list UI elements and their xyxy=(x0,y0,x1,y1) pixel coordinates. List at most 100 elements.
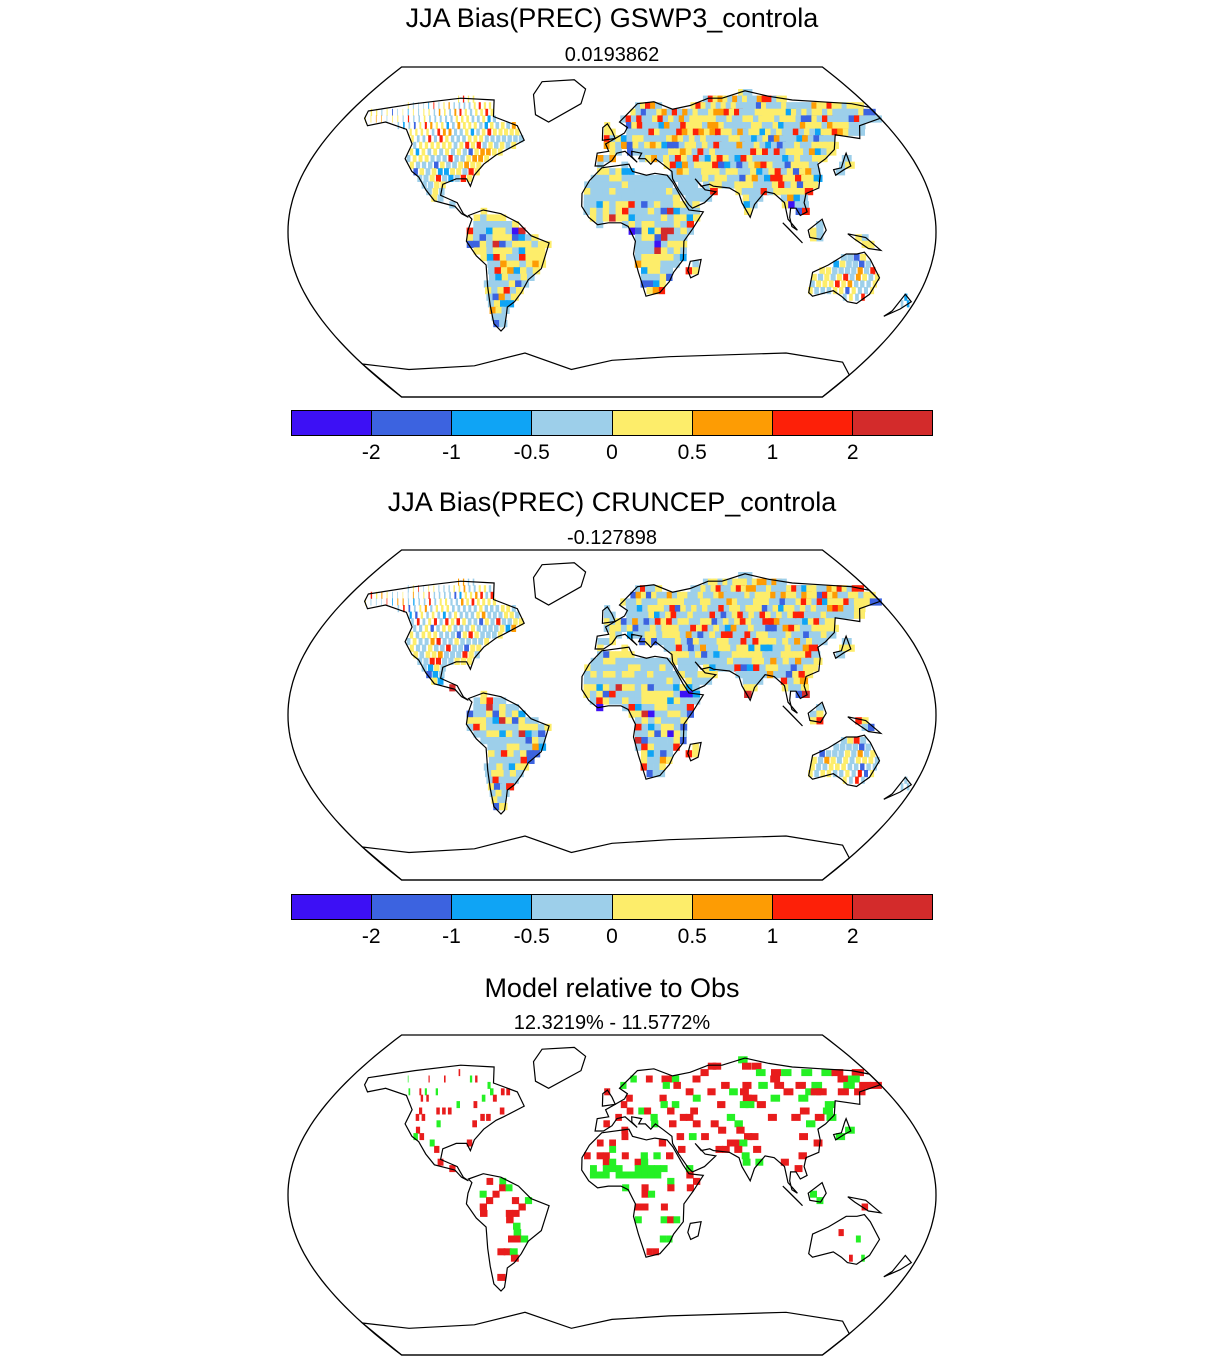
map-grid-cell xyxy=(433,591,436,599)
map-grid-cell xyxy=(426,1094,429,1102)
map-grid-cell xyxy=(695,102,704,110)
map-grid-cell xyxy=(734,618,743,626)
map-grid-cell xyxy=(709,664,718,672)
map-grid-cell xyxy=(728,155,737,163)
map-grid-cell xyxy=(525,260,534,268)
map-grid-cell xyxy=(756,651,765,659)
map-grid-cell xyxy=(408,122,411,130)
map-grid-cell xyxy=(423,115,426,123)
map-grid-cell xyxy=(615,690,623,698)
map-grid-cell xyxy=(428,1075,430,1083)
map-grid-cell xyxy=(634,697,642,705)
map-grid-cell xyxy=(657,155,665,163)
map-grid-cell xyxy=(672,194,681,202)
coastline-namerica xyxy=(363,580,525,701)
map-grid-cell xyxy=(807,618,818,626)
map-grid-cell xyxy=(790,161,800,169)
map-grid-cell xyxy=(651,108,658,116)
map-grid-cell xyxy=(520,1235,529,1243)
map-grid-cell xyxy=(615,684,623,692)
map-grid-cell xyxy=(604,128,611,136)
map-grid-cell xyxy=(493,737,501,745)
map-grid-cell xyxy=(509,287,518,295)
map-grid-cell xyxy=(660,207,668,215)
map-grid-cell xyxy=(667,730,675,738)
map-grid-cell xyxy=(724,624,734,632)
map-grid-cell xyxy=(794,624,804,632)
map-grid-cell xyxy=(496,618,501,626)
map-grid-cell xyxy=(424,1088,427,1096)
map-grid-cell xyxy=(609,1145,617,1153)
map-grid-cell xyxy=(468,605,472,613)
map-grid-cell xyxy=(715,115,725,123)
map-grid-cell xyxy=(505,221,513,229)
map-grid-cell xyxy=(805,141,816,149)
map-grid-cell xyxy=(615,1113,622,1121)
coastline-australia xyxy=(808,734,881,788)
map-grid-cell xyxy=(801,657,810,665)
map-grid-cell xyxy=(796,181,806,189)
map-grid-cell xyxy=(497,148,503,156)
map-grid-cell xyxy=(434,161,439,169)
map-grid-cell xyxy=(636,605,644,613)
map-grid-cell xyxy=(508,763,517,771)
map-grid-cell xyxy=(756,605,766,613)
coastlines xyxy=(360,562,913,881)
map-grid-cell xyxy=(507,618,512,626)
map-grid-cell xyxy=(868,240,875,248)
map-grid-cell xyxy=(707,122,716,130)
map-grid-cell xyxy=(724,644,733,652)
map-grid-cell xyxy=(424,605,427,613)
map-grid-cell xyxy=(439,135,443,143)
map-grid-cell xyxy=(830,756,836,764)
map-grid-cell xyxy=(730,585,740,593)
map-grid-cell xyxy=(518,227,526,235)
map-grid-cell xyxy=(847,737,854,745)
map-grid-cell xyxy=(431,128,435,136)
map-grid-cell xyxy=(433,148,438,156)
map-grid-cell xyxy=(848,611,860,619)
map-grid-cell xyxy=(615,657,623,665)
map-grid-cell xyxy=(628,181,635,189)
map-grid-cell xyxy=(426,128,429,136)
map-grid-cell xyxy=(465,141,470,149)
map-grid-cell xyxy=(412,102,414,110)
map-grid-cell xyxy=(702,591,712,599)
map-grid-cell xyxy=(637,128,645,136)
map-grid-cell xyxy=(762,148,771,156)
map-grid-cell xyxy=(519,737,527,745)
map-grid-cell xyxy=(673,227,681,235)
map-grid-cell xyxy=(770,155,780,163)
map-grid-cell xyxy=(744,207,752,215)
map-grid-cell xyxy=(484,618,489,626)
map-grid-cell xyxy=(766,671,775,679)
map-grid-cell xyxy=(701,651,709,659)
map-grid-cell xyxy=(734,108,743,116)
map-grid-cell xyxy=(745,657,754,665)
map-grid-cell xyxy=(604,1088,611,1096)
map-grid-cell xyxy=(640,585,647,593)
map-grid-cell xyxy=(468,585,471,593)
map-grid-cell xyxy=(590,181,598,189)
map-grid-cell xyxy=(764,174,773,182)
map-grid-cell xyxy=(697,188,706,196)
map-grid-cell xyxy=(466,723,475,731)
map-grid-cell xyxy=(630,108,637,116)
map-grid-cell xyxy=(853,763,859,771)
map-grid-cell xyxy=(837,1088,849,1096)
map-grid-cell xyxy=(814,631,825,639)
map-grid-cell xyxy=(479,605,483,613)
map-grid-cell xyxy=(795,1081,806,1089)
map-grid-cell xyxy=(429,1139,435,1147)
map-grid-cell xyxy=(492,611,497,619)
map-grid-cell xyxy=(690,624,698,632)
map-grid-cell xyxy=(641,598,649,606)
map-grid-cell xyxy=(397,591,398,599)
map-grid-cell xyxy=(491,287,500,295)
map-grid-cell xyxy=(819,750,825,758)
map-grid-cell xyxy=(710,115,719,123)
map-grid-cell xyxy=(655,141,663,149)
map-grid-cell xyxy=(412,108,414,116)
map-grid-cell xyxy=(621,624,628,632)
map-grid-cell xyxy=(660,697,668,705)
